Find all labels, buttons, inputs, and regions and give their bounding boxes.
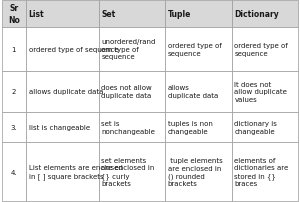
Text: List: List [29,10,44,19]
Text: set elements
are enclosed in
{} curly
brackets: set elements are enclosed in {} curly br… [101,157,155,186]
Bar [26,1,99,28]
Text: ordered type of
sequence: ordered type of sequence [234,43,288,56]
Bar [99,28,166,71]
Text: Tuple: Tuple [168,10,191,19]
Text: set is
nonchangeable: set is nonchangeable [101,121,155,134]
Text: elements of
dictionaries are
stored in {}
braces: elements of dictionaries are stored in {… [234,157,289,186]
Bar [26,143,99,201]
Bar [2,143,26,201]
Text: dictionary is
changeable: dictionary is changeable [234,121,277,134]
Text: Sr
No: Sr No [8,4,20,24]
Text: unordered/rand
om type of
sequence: unordered/rand om type of sequence [101,39,156,60]
Bar [2,112,26,143]
Bar [166,112,232,143]
Bar [26,28,99,71]
Bar [232,1,298,28]
Bar [166,71,232,112]
Text: Dictionary: Dictionary [234,10,279,19]
Bar [166,1,232,28]
Text: tuples is non
changeable: tuples is non changeable [168,121,213,134]
Bar [99,112,166,143]
Bar [2,71,26,112]
Bar [166,28,232,71]
Text: List elements are enclosed
in [ ] square brackets: List elements are enclosed in [ ] square… [29,165,122,179]
Bar [232,28,298,71]
Bar [166,143,232,201]
Bar [2,1,26,28]
Text: does not allow
duplicate data: does not allow duplicate data [101,85,152,98]
Text: list is changeable: list is changeable [29,124,90,130]
Text: 1: 1 [12,46,16,53]
Bar [99,71,166,112]
Text: 4.: 4. [11,169,17,175]
Text: Set: Set [101,10,116,19]
Text: tuple elements
are enclosed in
() rounded
brackets: tuple elements are enclosed in () rounde… [168,157,223,186]
Text: allows
duplicate data: allows duplicate data [168,85,218,98]
Bar [99,1,166,28]
Bar [232,143,298,201]
Text: 2: 2 [12,89,16,95]
Text: 3.: 3. [11,124,17,130]
Bar [26,112,99,143]
Bar [232,71,298,112]
Bar [26,71,99,112]
Bar [232,112,298,143]
Text: ordered type of
sequence: ordered type of sequence [168,43,222,56]
Text: It does not
allow duplicate
values: It does not allow duplicate values [234,81,287,102]
Bar [2,28,26,71]
Text: ordered type of sequence: ordered type of sequence [29,46,118,53]
Text: allows duplicate data: allows duplicate data [29,89,103,95]
Bar [99,143,166,201]
